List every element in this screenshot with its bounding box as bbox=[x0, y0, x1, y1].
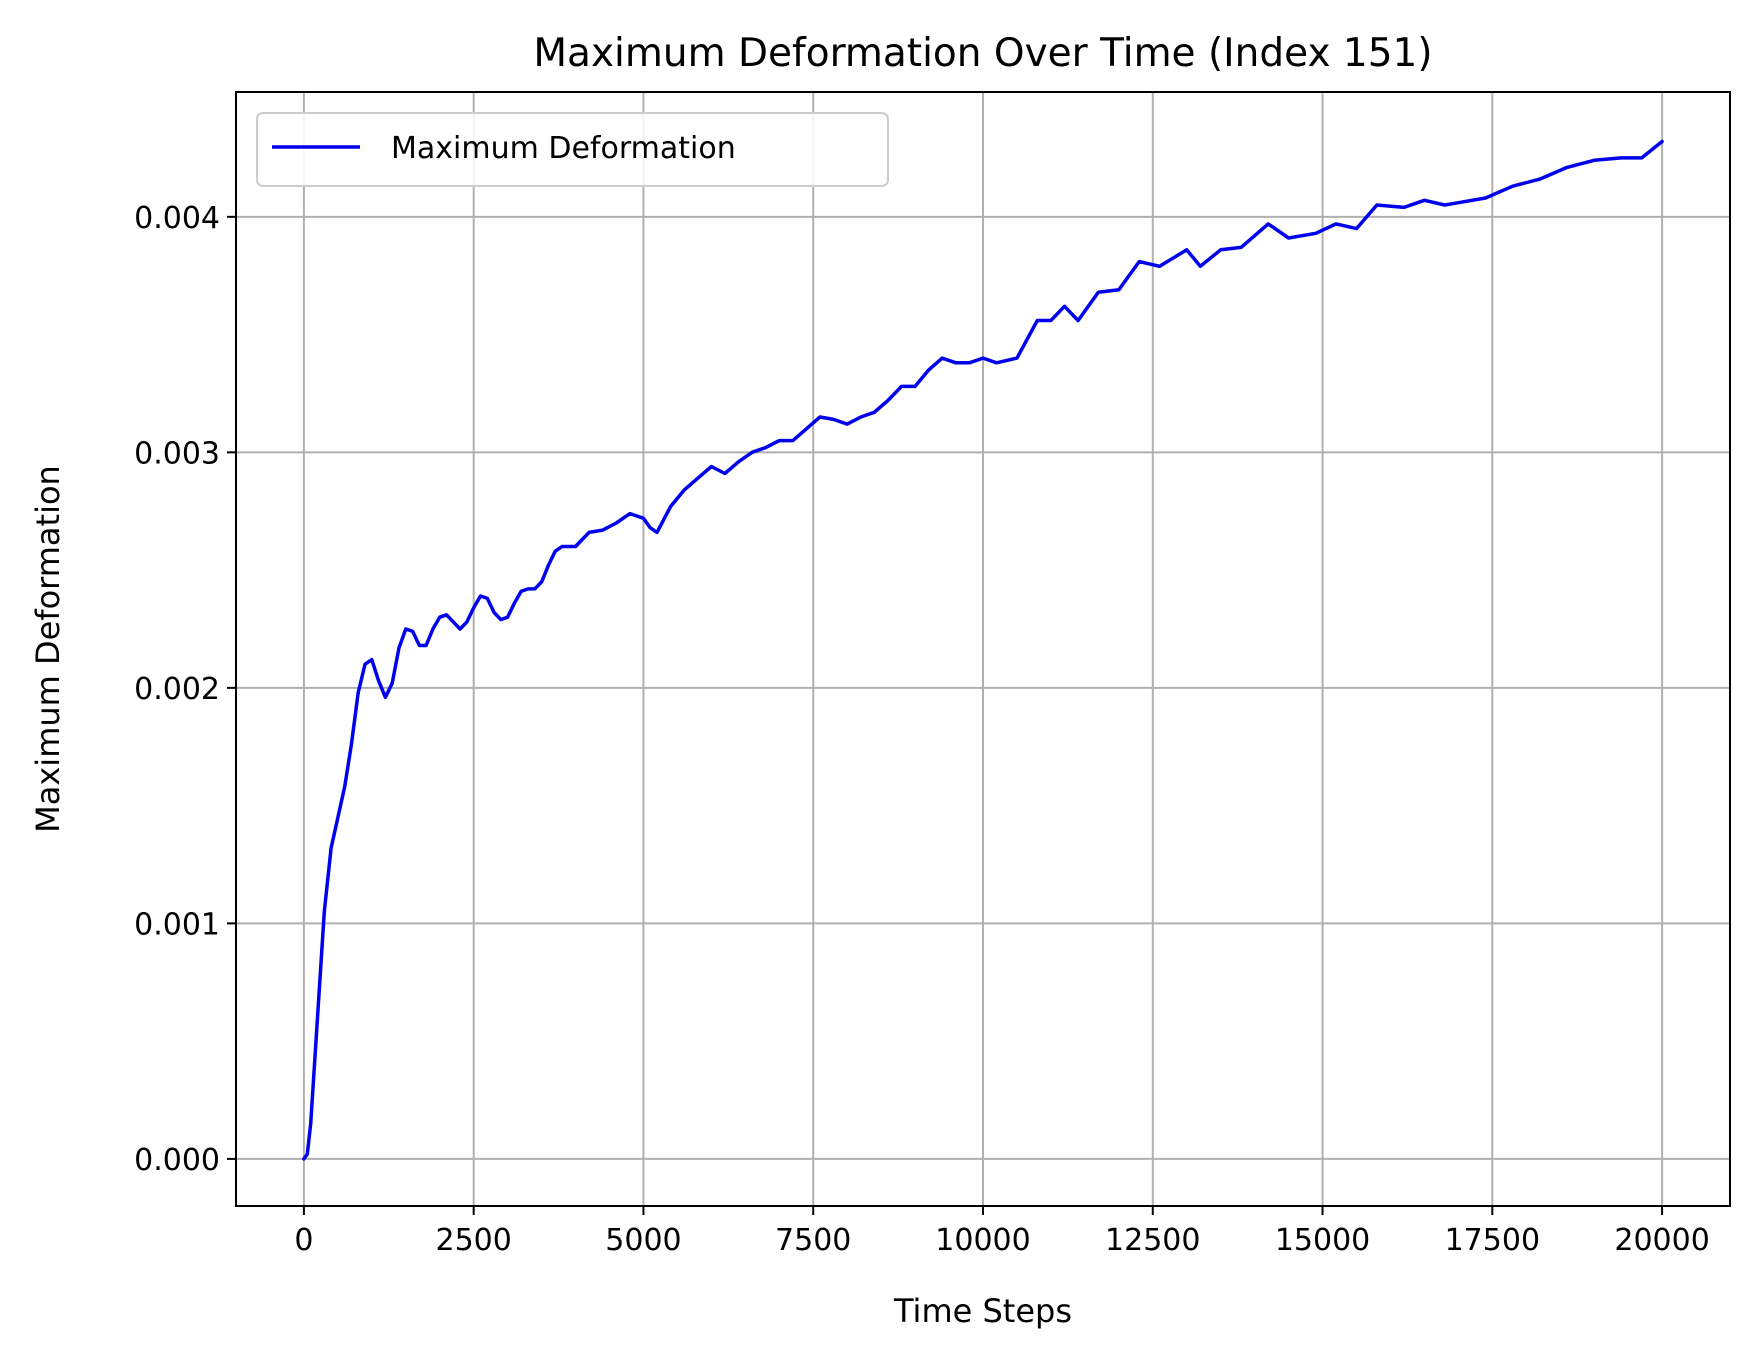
x-tick-label: 17500 bbox=[1445, 1223, 1540, 1258]
y-tick-label: 0.002 bbox=[134, 672, 220, 707]
legend-entry-maximum-deformation: Maximum Deformation bbox=[391, 131, 736, 166]
y-tick-label: 0.003 bbox=[134, 436, 220, 471]
x-tick-label: 5000 bbox=[605, 1223, 681, 1258]
x-axis-label: Time Steps bbox=[893, 1292, 1072, 1330]
y-tick-label: 0.001 bbox=[134, 907, 220, 942]
y-axis-ticks: 0.000 0.001 0.002 0.003 0.004 bbox=[134, 201, 236, 1178]
x-tick-label: 15000 bbox=[1275, 1223, 1370, 1258]
x-tick-label: 10000 bbox=[935, 1223, 1030, 1258]
x-axis-ticks: 0 2500 5000 7500 10000 12500 15000 17500 20000 bbox=[294, 1206, 1710, 1258]
x-tick-label: 2500 bbox=[436, 1223, 512, 1258]
legend-box bbox=[256, 112, 889, 187]
y-tick-label: 0.000 bbox=[134, 1143, 220, 1178]
x-tick-label: 12500 bbox=[1105, 1223, 1200, 1258]
x-tick-label: 20000 bbox=[1614, 1223, 1709, 1258]
x-tick-label: 7500 bbox=[775, 1223, 851, 1258]
y-axis-label: Maximum Deformation bbox=[29, 465, 67, 833]
y-tick-label: 0.004 bbox=[134, 201, 220, 236]
legend: Maximum Deformation bbox=[256, 112, 889, 187]
chart-title: Maximum Deformation Over Time (Index 151… bbox=[533, 31, 1432, 76]
grid-lines bbox=[236, 92, 1730, 1206]
series-line-maximum-deformation bbox=[302, 139, 1664, 1161]
x-tick-label: 0 bbox=[294, 1223, 313, 1258]
